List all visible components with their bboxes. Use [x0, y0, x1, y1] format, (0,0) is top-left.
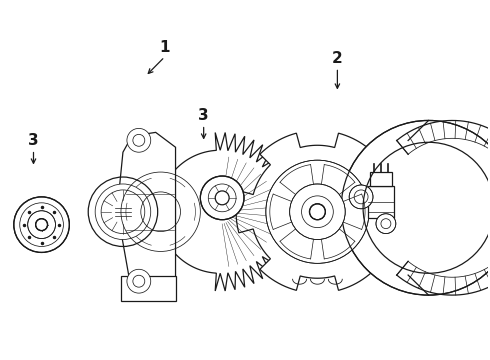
Circle shape	[376, 214, 396, 234]
Polygon shape	[159, 132, 299, 291]
Polygon shape	[119, 132, 175, 293]
Circle shape	[290, 184, 345, 239]
Circle shape	[310, 204, 325, 220]
Circle shape	[266, 160, 369, 264]
Bar	[368, 186, 394, 218]
Polygon shape	[236, 133, 399, 291]
Circle shape	[14, 197, 70, 252]
Text: 3: 3	[198, 108, 209, 123]
Text: 3: 3	[28, 133, 39, 148]
Circle shape	[95, 184, 151, 239]
Circle shape	[341, 121, 490, 295]
Circle shape	[28, 211, 55, 239]
Circle shape	[349, 185, 373, 209]
Circle shape	[127, 129, 151, 152]
Text: 2: 2	[332, 51, 343, 66]
Text: 1: 1	[160, 40, 170, 55]
Circle shape	[36, 219, 48, 231]
Bar	[370, 172, 392, 186]
Polygon shape	[121, 276, 175, 301]
Circle shape	[200, 176, 244, 220]
Circle shape	[127, 269, 151, 293]
